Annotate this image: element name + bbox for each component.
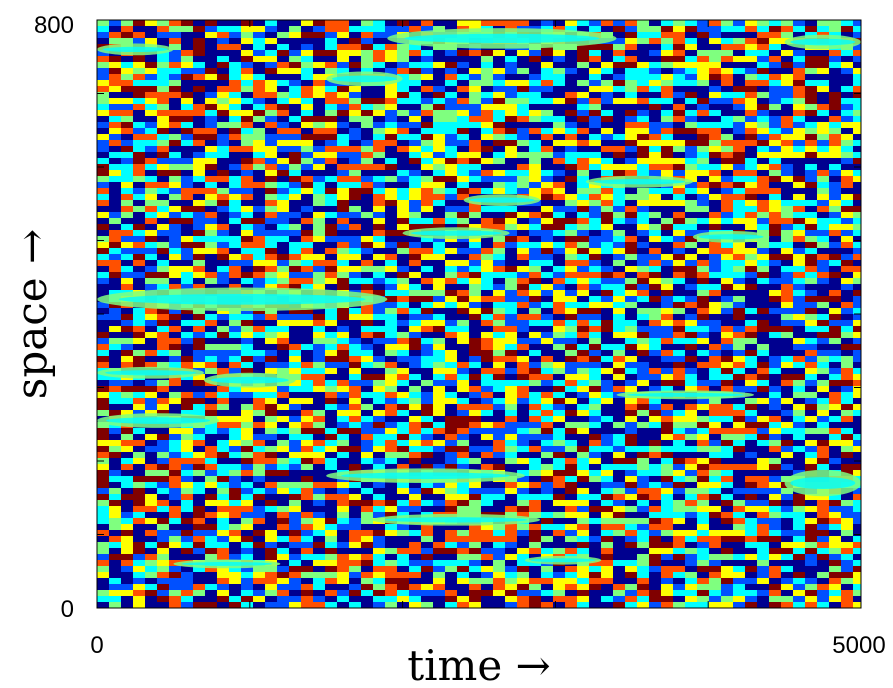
laminar-regions — [97, 28, 861, 569]
spacetime-field — [97, 20, 861, 608]
y-axis-title: space → — [7, 229, 56, 399]
laminar-stripe-core — [698, 234, 764, 240]
x-tick-label-max: 5000 — [832, 632, 885, 659]
laminar-stripe-core — [105, 370, 196, 376]
laminar-stripe-core — [790, 38, 856, 46]
laminar-stripe-core — [384, 517, 528, 523]
laminar-stripe-core — [469, 197, 535, 203]
laminar-stripe-core — [626, 392, 744, 397]
laminar-stripe-core — [593, 179, 685, 185]
laminar-stripe-core — [106, 417, 211, 424]
laminar-stripe-core — [331, 75, 397, 83]
y-tick-label-min: 0 — [61, 596, 74, 623]
laminar-stripe-core — [341, 472, 510, 480]
laminar-stripe-core — [181, 561, 273, 566]
x-tick-label-min: 0 — [90, 632, 103, 659]
laminar-stripe-core — [210, 376, 289, 384]
x-axis-ticks — [96, 20, 862, 608]
laminar-stripe-core — [410, 230, 502, 236]
laminar-stripe-core — [118, 294, 366, 305]
plot-area — [97, 20, 861, 608]
y-axis-ticks — [97, 19, 861, 609]
laminar-stripe-core — [790, 477, 856, 490]
laminar-stripe-core — [404, 33, 600, 44]
laminar-stripe-core — [102, 46, 168, 53]
y-tick-label-max: 800 — [34, 12, 74, 39]
laminar-stripe-core — [530, 558, 596, 563]
x-axis-title: time → — [407, 641, 551, 688]
